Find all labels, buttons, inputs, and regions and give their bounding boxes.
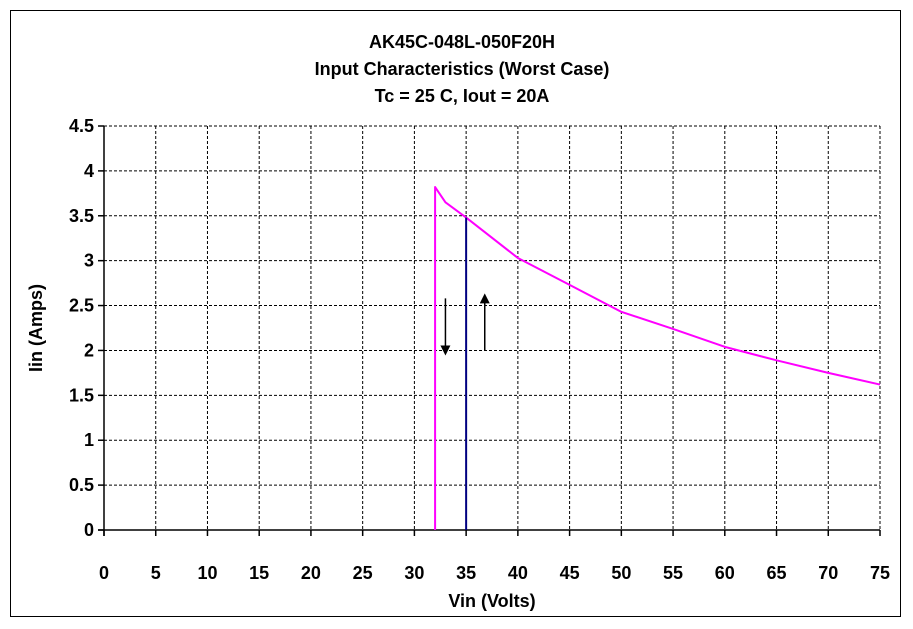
y-tick-label-0: 0 [84, 520, 94, 540]
x-tick-label-5: 25 [353, 563, 373, 583]
x-tick-labels: 0 5 10 15 20 25 30 35 40 45 50 55 60 65 70 75 [99, 563, 890, 583]
chart-title-line-2: Input Characteristics (Worst Case) [315, 59, 610, 79]
x-tick-label-12: 60 [715, 563, 735, 583]
y-tick-label-6: 3 [84, 251, 94, 271]
x-tick-label-8: 40 [508, 563, 528, 583]
x-axis-label: Vin (Volts) [448, 591, 535, 611]
x-tick-label-9: 45 [560, 563, 580, 583]
chart-title-line-1: AK45C-048L-050F20H [369, 32, 555, 52]
x-tick-label-6: 30 [404, 563, 424, 583]
y-tick-label-5: 2.5 [69, 296, 94, 316]
x-tick-label-0: 0 [99, 563, 109, 583]
y-tick-label-7: 3.5 [69, 206, 94, 226]
series-line-1 [434, 186, 881, 530]
chart-title-line-3: Tc = 25 C, Iout = 20A [375, 86, 550, 106]
x-tick-label-2: 10 [197, 563, 217, 583]
y-tick-label-1: 0.5 [69, 475, 94, 495]
grid [104, 125, 881, 530]
x-tick-label-13: 65 [767, 563, 787, 583]
axes [98, 125, 881, 536]
y-tick-label-9: 4.5 [69, 116, 94, 136]
x-tick-label-14: 70 [818, 563, 838, 583]
chart-title: AK45C-048L-050F20H Input Characteristics … [315, 32, 610, 106]
x-tick-label-1: 5 [151, 563, 161, 583]
chart-frame [10, 10, 901, 617]
x-tick-label-15: 75 [870, 563, 890, 583]
series-group [434, 186, 881, 530]
x-tick-label-11: 55 [663, 563, 683, 583]
y-axis-label: Iin (Amps) [26, 284, 46, 372]
y-tick-label-2: 1 [84, 430, 94, 450]
y-tick-label-8: 4 [84, 161, 94, 181]
x-tick-label-10: 50 [611, 563, 631, 583]
x-tick-label-7: 35 [456, 563, 476, 583]
x-tick-label-3: 15 [249, 563, 269, 583]
y-tick-labels: 0 0.5 1 1.5 2 2.5 3 3.5 4 4.5 [69, 116, 94, 540]
y-tick-label-3: 1.5 [69, 385, 94, 405]
x-tick-label-4: 20 [301, 563, 321, 583]
y-tick-label-4: 2 [84, 340, 94, 360]
annotations [440, 293, 490, 356]
